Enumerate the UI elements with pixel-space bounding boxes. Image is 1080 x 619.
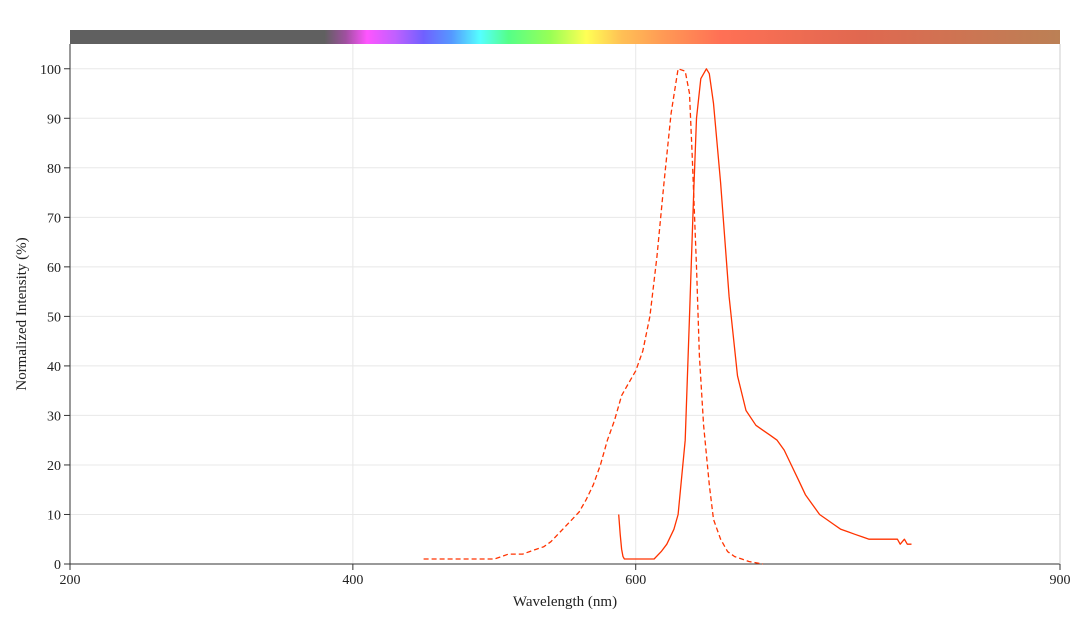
y-tick-label: 0 [54, 558, 61, 573]
y-tick-label: 90 [47, 112, 61, 127]
y-axis-title: Normalized Intensity (%) [14, 237, 30, 390]
visible-spectrum-bar [70, 30, 1060, 44]
y-tick-label: 70 [47, 211, 61, 226]
y-tick-label: 40 [47, 360, 61, 375]
grid-lines [70, 44, 1060, 564]
y-tick-label: 30 [47, 409, 61, 424]
y-tick-label: 20 [47, 459, 61, 474]
emission-series-line [618, 68, 912, 560]
y-tick-label: 80 [47, 162, 61, 177]
x-tick-label: 900 [1050, 573, 1071, 588]
x-tick-label: 600 [625, 573, 646, 588]
excitation-series-line [423, 68, 764, 565]
y-tick-label: 10 [47, 508, 61, 523]
x-tick-label: 400 [342, 573, 363, 588]
y-tick-label: 60 [47, 261, 61, 276]
series-lines [423, 68, 912, 565]
x-tick-label: 200 [60, 573, 81, 588]
x-axis-title: Wavelength (nm) [513, 594, 617, 610]
axes: 0 10 20 30 40 50 60 70 80 90 100 200 400 600 900 [40, 44, 1071, 588]
y-tick-label: 50 [47, 310, 61, 325]
y-tick-label: 100 [40, 63, 61, 78]
